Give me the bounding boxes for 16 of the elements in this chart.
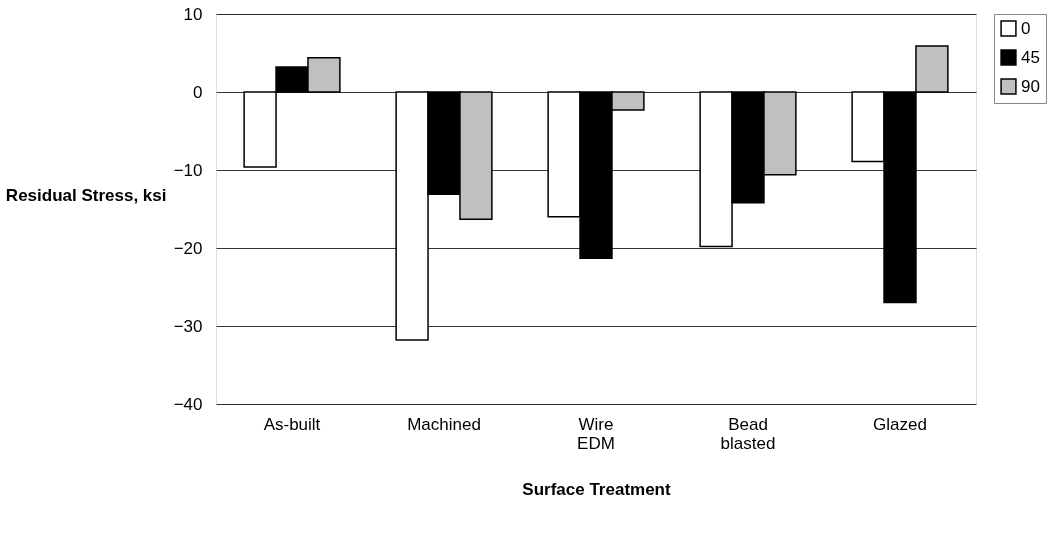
y-tick-label: −40	[173, 394, 203, 414]
legend-label: 90	[1021, 76, 1040, 96]
legend-label: 45	[1021, 47, 1040, 67]
x-tick-label: Glazed	[873, 414, 927, 434]
y-tick-label: 0	[193, 82, 203, 102]
x-tick-label: Bead blasted	[720, 414, 776, 453]
x-axis-title: Surface Treatment	[522, 479, 671, 499]
y-tick-label: −10	[173, 160, 203, 180]
y-tick-label: 10	[183, 4, 203, 24]
x-tick-label: Wire EDM	[577, 414, 615, 453]
x-tick-label: Machined	[407, 414, 481, 434]
y-tick-label: −30	[173, 316, 203, 336]
legend-label: 0	[1021, 18, 1031, 38]
x-tick-label: As-built	[263, 414, 321, 434]
y-axis-title: Residual Stress, ksi	[5, 185, 167, 205]
y-tick-label: −20	[173, 238, 203, 258]
